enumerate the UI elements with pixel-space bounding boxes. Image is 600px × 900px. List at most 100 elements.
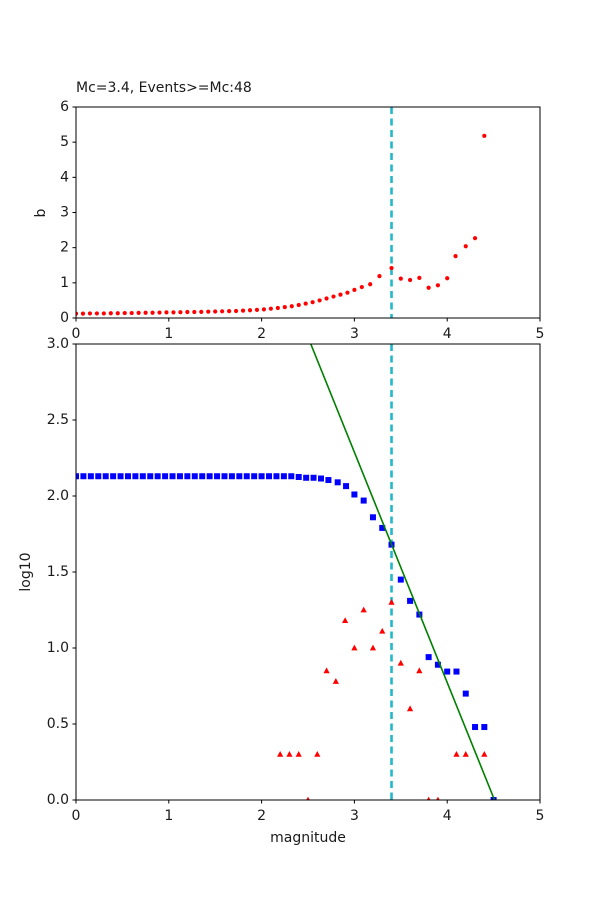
y-tick-label: 6: [60, 99, 69, 115]
data-point-circle: [101, 311, 106, 316]
top-y-axis-label: b: [33, 208, 49, 218]
data-point-triangle: [323, 667, 330, 674]
data-point-square: [397, 576, 404, 583]
data-point-circle: [157, 310, 162, 315]
data-point-triangle: [332, 678, 339, 684]
data-point-square: [132, 473, 139, 480]
data-point-triangle: [481, 751, 488, 757]
y-tick-label: 0: [60, 310, 69, 326]
data-point-square: [139, 473, 146, 480]
data-point-circle: [164, 310, 169, 315]
data-point-square: [334, 479, 341, 486]
x-tick-label: 2: [257, 808, 266, 824]
x-tick-label: 5: [536, 326, 545, 342]
data-point-square: [303, 474, 310, 481]
data-point-triangle: [277, 751, 284, 757]
y-tick-label: 2.5: [47, 412, 69, 428]
data-point-triangle: [306, 796, 310, 800]
data-point-circle: [352, 287, 357, 292]
data-point-square: [369, 514, 376, 521]
y-tick-label: 3.0: [47, 336, 69, 352]
data-point-circle: [76, 311, 79, 316]
data-point-circle: [199, 309, 204, 314]
data-point-circle: [296, 302, 301, 308]
data-point-circle: [426, 285, 431, 290]
data-point-circle: [227, 309, 232, 314]
data-point-triangle: [416, 667, 423, 674]
plot-title: Mc=3.4, Events>=Mc:48: [76, 80, 252, 96]
data-point-square: [310, 474, 317, 481]
data-point-triangle: [436, 796, 440, 800]
data-point-square: [462, 690, 469, 697]
data-point-circle: [359, 284, 364, 290]
data-point-circle: [178, 310, 183, 315]
y-tick-label: 2.0: [47, 488, 69, 504]
y-tick-label: 0.0: [47, 792, 69, 808]
data-point-triangle: [379, 627, 386, 634]
data-point-square: [154, 473, 161, 480]
data-point-square: [117, 473, 124, 480]
data-point-square: [266, 473, 273, 480]
data-point-circle: [417, 275, 422, 281]
data-point-square: [317, 475, 324, 482]
data-point-triangle: [426, 796, 431, 800]
data-point-square: [124, 473, 131, 480]
data-point-square: [214, 473, 221, 480]
series-noncumulative-event-count: [277, 599, 488, 800]
data-point-square: [228, 473, 235, 480]
x-tick-label: 2: [257, 326, 266, 342]
data-point-circle: [310, 300, 315, 305]
data-point-square: [288, 473, 295, 480]
data-point-circle: [108, 311, 113, 316]
plot-area-0: [76, 107, 487, 318]
data-point-circle: [338, 292, 343, 297]
data-point-circle: [240, 308, 246, 313]
series-cumulative-event-count: [76, 473, 497, 800]
data-point-circle: [143, 310, 148, 315]
data-point-square: [221, 473, 228, 480]
data-point-circle: [407, 277, 413, 283]
data-point-circle: [389, 265, 394, 271]
data-point-circle: [122, 310, 127, 316]
data-point-square: [76, 473, 79, 480]
data-point-square: [251, 473, 258, 480]
data-point-square: [199, 473, 206, 480]
data-point-circle: [171, 310, 176, 315]
data-point-circle: [331, 294, 336, 299]
data-point-circle: [282, 304, 287, 310]
axes-frame: [75, 343, 541, 801]
data-point-circle: [254, 307, 260, 313]
data-point-square: [243, 473, 250, 480]
data-point-circle: [445, 276, 450, 281]
x-tick-label: 3: [350, 326, 359, 342]
y-tick-label: 0.5: [47, 716, 69, 732]
data-point-circle: [377, 274, 382, 279]
y-tick-label: 5: [60, 134, 69, 150]
data-point-circle: [129, 310, 134, 316]
data-point-triangle: [351, 644, 358, 651]
data-point-square: [191, 473, 198, 480]
data-point-square: [273, 473, 280, 480]
data-point-circle: [435, 283, 441, 288]
data-point-square: [434, 661, 441, 668]
data-point-circle: [185, 309, 190, 315]
y-tick-label: 1: [60, 275, 69, 291]
data-point-circle: [289, 304, 294, 309]
data-point-square: [472, 724, 479, 731]
data-point-triangle: [406, 705, 414, 712]
data-point-triangle: [388, 599, 395, 605]
data-point-square: [147, 473, 154, 480]
data-point-square: [444, 668, 451, 675]
gutenberg-richter-fit-line: [310, 344, 496, 800]
data-point-triangle: [342, 617, 349, 624]
data-point-circle: [94, 311, 99, 316]
axes-frame: [75, 106, 541, 319]
y-tick-label: 3: [60, 205, 69, 221]
data-point-circle: [482, 133, 487, 138]
data-point-circle: [463, 244, 468, 249]
data-point-circle: [115, 311, 120, 316]
data-point-square: [481, 724, 488, 731]
data-point-square: [95, 473, 102, 480]
